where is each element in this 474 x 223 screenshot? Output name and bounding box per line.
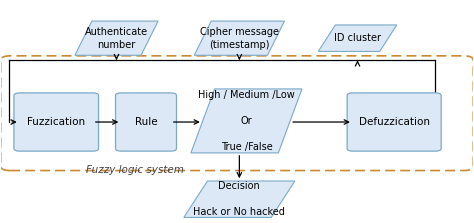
FancyBboxPatch shape xyxy=(116,93,176,151)
FancyBboxPatch shape xyxy=(14,93,99,151)
Polygon shape xyxy=(191,89,302,153)
Text: ID cluster: ID cluster xyxy=(334,33,381,43)
Polygon shape xyxy=(184,181,295,217)
Polygon shape xyxy=(75,21,158,55)
Text: Defuzzication: Defuzzication xyxy=(359,117,429,127)
Polygon shape xyxy=(194,21,284,55)
Text: Fuzzication: Fuzzication xyxy=(27,117,85,127)
FancyBboxPatch shape xyxy=(347,93,441,151)
Text: High / Medium /Low

Or

True /False: High / Medium /Low Or True /False xyxy=(198,89,295,152)
Text: Decision

Hack or No hacked: Decision Hack or No hacked xyxy=(193,181,285,217)
Text: Cipher message
(timestamp): Cipher message (timestamp) xyxy=(200,27,279,50)
Text: Authenticate
number: Authenticate number xyxy=(85,27,148,50)
Polygon shape xyxy=(318,25,397,52)
Text: Rule: Rule xyxy=(135,117,157,127)
Text: Fuzzy logic system: Fuzzy logic system xyxy=(86,165,183,175)
